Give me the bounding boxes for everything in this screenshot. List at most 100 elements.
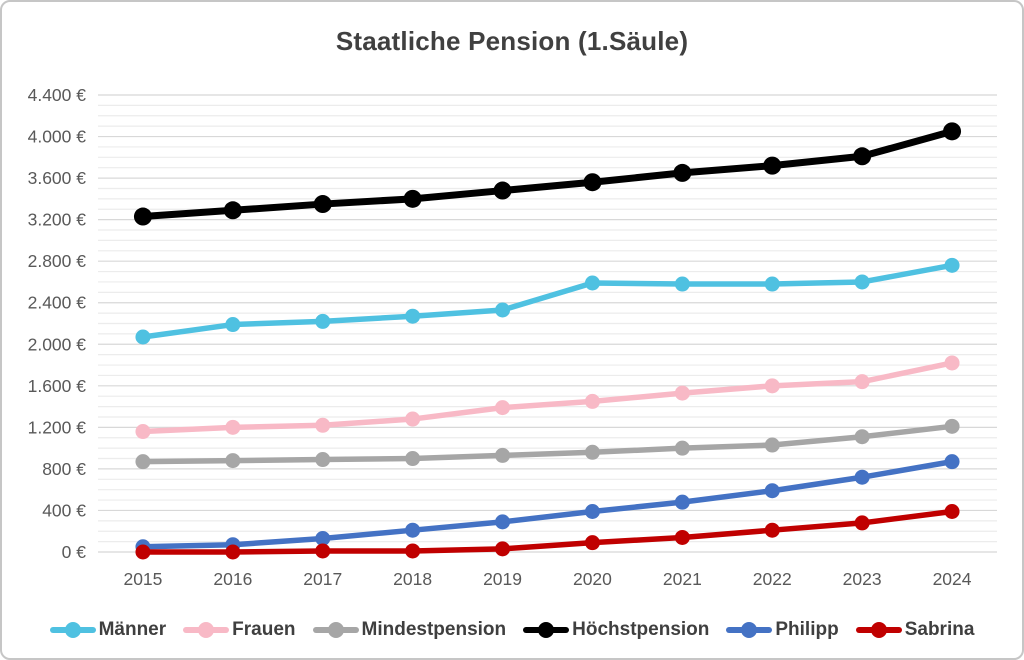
legend-marker-icon [726, 622, 773, 638]
legend-dot-icon [538, 622, 555, 638]
x-axis-tick-labels: 2015 2016 2017 2018 2019 2020 2021 2022 2023 2024 [123, 569, 971, 589]
data-point [944, 355, 960, 371]
legend-item-mindestpension: Mindestpension [312, 619, 506, 641]
data-point [133, 207, 152, 226]
data-point [674, 529, 690, 545]
legend-dot-icon [870, 622, 887, 638]
data-point [944, 418, 960, 434]
data-point [944, 454, 960, 470]
data-point [583, 173, 602, 192]
data-point [405, 543, 421, 559]
data-point [405, 522, 421, 538]
legend-item-philipp: Philipp [726, 619, 839, 641]
y-tick-label: 400 € [42, 500, 86, 520]
y-tick-label: 2.000 € [28, 334, 87, 354]
data-point [225, 317, 241, 333]
legend-label: Männer [98, 619, 167, 640]
series-line [140, 262, 955, 340]
x-tick-label: 2017 [303, 569, 342, 589]
data-point [225, 453, 241, 469]
data-point [315, 530, 331, 546]
data-point [764, 437, 780, 453]
data-point [495, 514, 511, 530]
data-point [584, 503, 600, 519]
x-tick-label: 2019 [483, 569, 522, 589]
data-point [764, 522, 780, 538]
data-point [674, 494, 690, 510]
data-point [943, 122, 962, 141]
data-point [495, 400, 511, 416]
data-point [673, 163, 692, 182]
data-point [853, 147, 872, 166]
data-point [495, 447, 511, 463]
data-point [495, 302, 511, 318]
x-tick-label: 2020 [573, 569, 612, 589]
series-line [140, 458, 955, 550]
y-tick-label: 0 € [62, 542, 87, 562]
data-point [764, 483, 780, 499]
x-tick-label: 2018 [393, 569, 432, 589]
data-point [313, 195, 332, 214]
y-tick-label: 3.600 € [28, 168, 87, 188]
data-point [944, 257, 960, 273]
y-tick-label: 1.200 € [28, 417, 87, 437]
series-mindestpension [135, 418, 960, 470]
x-tick-label: 2016 [213, 569, 252, 589]
legend-label: Frauen [232, 619, 296, 640]
x-tick-label: 2015 [123, 569, 162, 589]
legend-item-hochstpension: Höchstpension [523, 619, 709, 641]
legend-marker-icon [523, 622, 570, 638]
data-point [315, 543, 331, 559]
data-point [135, 329, 151, 345]
data-point [764, 378, 780, 394]
data-point [584, 275, 600, 291]
gridlines [98, 94, 997, 553]
x-tick-label: 2024 [933, 569, 972, 589]
y-tick-label: 4.400 € [28, 85, 87, 105]
series-line [140, 423, 955, 465]
data-point [674, 440, 690, 456]
legend-dot-icon [198, 622, 215, 638]
data-point [493, 181, 512, 200]
data-point [854, 469, 870, 485]
series-frauen [135, 355, 960, 440]
data-point [584, 535, 600, 551]
y-tick-label: 4.000 € [28, 127, 87, 147]
y-tick-label: 3.200 € [28, 210, 87, 230]
data-point [405, 308, 421, 324]
series-sabrina [135, 503, 960, 560]
x-tick-label: 2022 [753, 569, 792, 589]
legend-marker-icon [49, 622, 96, 638]
legend-marker-icon [855, 622, 902, 638]
legend-label: Philipp [775, 619, 839, 640]
data-point [315, 452, 331, 468]
data-point [854, 274, 870, 290]
data-point [225, 544, 241, 560]
data-point [944, 503, 960, 519]
legend-item-manner: Männer [49, 619, 167, 641]
data-point [223, 201, 242, 220]
y-tick-label: 2.400 € [28, 293, 87, 313]
series-manner [135, 257, 960, 345]
series-hochstpension [133, 122, 962, 226]
data-point [584, 444, 600, 460]
data-point [403, 189, 422, 208]
x-tick-label: 2021 [663, 569, 702, 589]
legend-item-sabrina: Sabrina [855, 619, 975, 641]
data-point [135, 544, 151, 560]
legend-dot-icon [327, 622, 344, 638]
legend-marker-icon [183, 622, 230, 638]
data-point [225, 419, 241, 435]
data-point [764, 276, 780, 292]
series-line [140, 360, 955, 435]
data-point [674, 385, 690, 401]
data-point [135, 454, 151, 470]
y-axis-tick-labels: 0 € 400 € 800 € 1.200 € 1.600 € 2.000 € 2.400 … [28, 85, 87, 562]
legend-marker-icon [312, 622, 359, 638]
legend-label: Sabrina [904, 619, 975, 640]
chart-legend: Männer Frauen Mindestpension Höchstpension P… [2, 619, 1022, 641]
legend-dot-icon [741, 622, 758, 638]
data-point [674, 276, 690, 292]
series-line [139, 127, 956, 221]
data-point [854, 429, 870, 445]
